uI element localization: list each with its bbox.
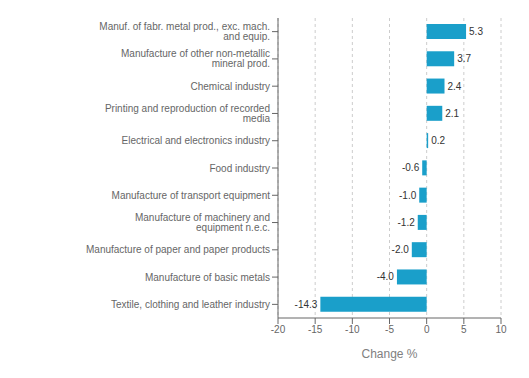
svg-text:Textile, clothing and leather: Textile, clothing and leather industry: [111, 299, 270, 310]
svg-text:Food industry: Food industry: [209, 163, 270, 174]
svg-text:-20: -20: [271, 324, 286, 335]
svg-text:0: 0: [424, 324, 430, 335]
svg-text:Manufacture of other non-metal: Manufacture of other non-metallicmineral…: [121, 48, 270, 69]
svg-text:3.7: 3.7: [457, 53, 471, 64]
svg-text:2.1: 2.1: [445, 108, 459, 119]
svg-text:-4.0: -4.0: [377, 271, 395, 282]
svg-text:Printing and reproduction of r: Printing and reproduction of recordedmed…: [105, 103, 271, 124]
svg-text:-1.0: -1.0: [399, 190, 417, 201]
svg-text:10: 10: [495, 324, 507, 335]
svg-text:Manufacture of basic metals: Manufacture of basic metals: [145, 272, 270, 283]
svg-text:-0.6: -0.6: [402, 162, 420, 173]
svg-text:5: 5: [461, 324, 467, 335]
svg-text:Change %: Change %: [361, 347, 417, 361]
svg-text:Chemical industry: Chemical industry: [191, 81, 270, 92]
svg-text:-5: -5: [385, 324, 394, 335]
svg-text:0.2: 0.2: [431, 135, 445, 146]
svg-text:-14.3: -14.3: [295, 299, 318, 310]
svg-text:Manufacture of machinery andeq: Manufacture of machinery andequipment n.…: [135, 212, 270, 233]
svg-text:Manufacture of transport equip: Manufacture of transport equipment: [112, 190, 271, 201]
svg-text:Electrical and electronics ind: Electrical and electronics industry: [122, 135, 270, 146]
svg-text:2.4: 2.4: [448, 81, 462, 92]
svg-text:-1.2: -1.2: [398, 217, 416, 228]
svg-text:5.3: 5.3: [469, 26, 483, 37]
svg-text:-10: -10: [345, 324, 360, 335]
svg-text:-15: -15: [308, 324, 323, 335]
svg-text:-2.0: -2.0: [392, 244, 410, 255]
svg-text:Manuf. of fabr. metal prod., e: Manuf. of fabr. metal prod., exc. mach.a…: [99, 21, 270, 42]
svg-text:Manufacture of paper and paper: Manufacture of paper and paper products: [86, 244, 270, 255]
